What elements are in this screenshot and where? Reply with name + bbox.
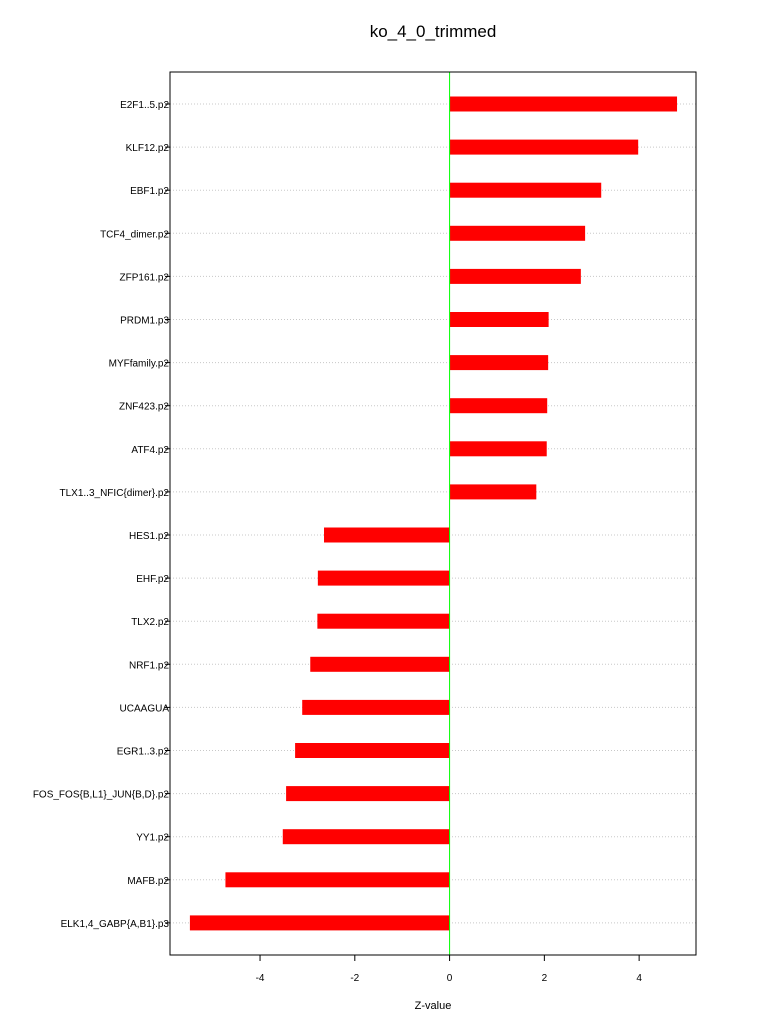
bar bbox=[189, 915, 450, 931]
bar bbox=[449, 441, 547, 457]
chart-title: ko_4_0_trimmed bbox=[369, 22, 497, 41]
category-label: ELK1,4_GABP{A,B1}.p3 bbox=[61, 919, 170, 930]
category-label: TLX2.p2 bbox=[131, 617, 169, 628]
category-label: PRDM1.p3 bbox=[120, 316, 169, 327]
bar bbox=[449, 355, 549, 371]
bar bbox=[449, 312, 549, 327]
bar bbox=[449, 268, 581, 284]
bar bbox=[310, 656, 450, 672]
bar bbox=[449, 96, 678, 112]
category-label: NRF1.p2 bbox=[129, 660, 169, 671]
bar bbox=[317, 570, 450, 586]
x-tick-label: -2 bbox=[350, 973, 359, 984]
category-label: EBF1.p2 bbox=[130, 186, 169, 197]
bar bbox=[295, 743, 450, 758]
category-label: TLX1..3_NFIC{dimer}.p2 bbox=[60, 488, 170, 499]
bar bbox=[449, 484, 537, 500]
category-label: E2F1..5.p2 bbox=[120, 100, 169, 111]
category-label: YY1.p2 bbox=[136, 833, 169, 844]
x-tick-label: 2 bbox=[542, 973, 548, 984]
category-label: UCAAGUA bbox=[120, 703, 170, 714]
bar bbox=[324, 527, 450, 543]
plot-frame bbox=[169, 71, 697, 956]
category-label: MYFfamily.p2 bbox=[109, 359, 170, 370]
bar bbox=[317, 613, 450, 629]
category-label: TCF4_dimer.p2 bbox=[100, 229, 169, 240]
category-label: ZFP161.p2 bbox=[120, 272, 170, 283]
bar bbox=[286, 786, 450, 802]
category-label: ZNF423.p2 bbox=[119, 402, 169, 413]
category-label: KLF12.p2 bbox=[126, 143, 170, 154]
bar bbox=[449, 139, 639, 155]
category-label: MAFB.p2 bbox=[127, 876, 169, 887]
category-label: EHF.p2 bbox=[136, 574, 169, 585]
bar bbox=[449, 225, 586, 241]
category-label: ATF4.p2 bbox=[131, 445, 169, 456]
x-tick-label: -4 bbox=[256, 973, 265, 984]
category-label: EGR1..3.p2 bbox=[117, 747, 170, 758]
x-tick-label: 0 bbox=[447, 973, 453, 984]
x-axis-label: Z-value bbox=[414, 1000, 452, 1012]
bar bbox=[282, 829, 450, 845]
x-tick-label: 4 bbox=[636, 973, 642, 984]
bar bbox=[449, 398, 548, 414]
bar bbox=[225, 872, 450, 888]
bar bbox=[302, 699, 450, 715]
bar bbox=[449, 182, 602, 198]
category-label: HES1.p2 bbox=[129, 531, 169, 542]
category-label: FOS_FOS{B,L1}_JUN{B,D}.p2 bbox=[33, 790, 170, 801]
